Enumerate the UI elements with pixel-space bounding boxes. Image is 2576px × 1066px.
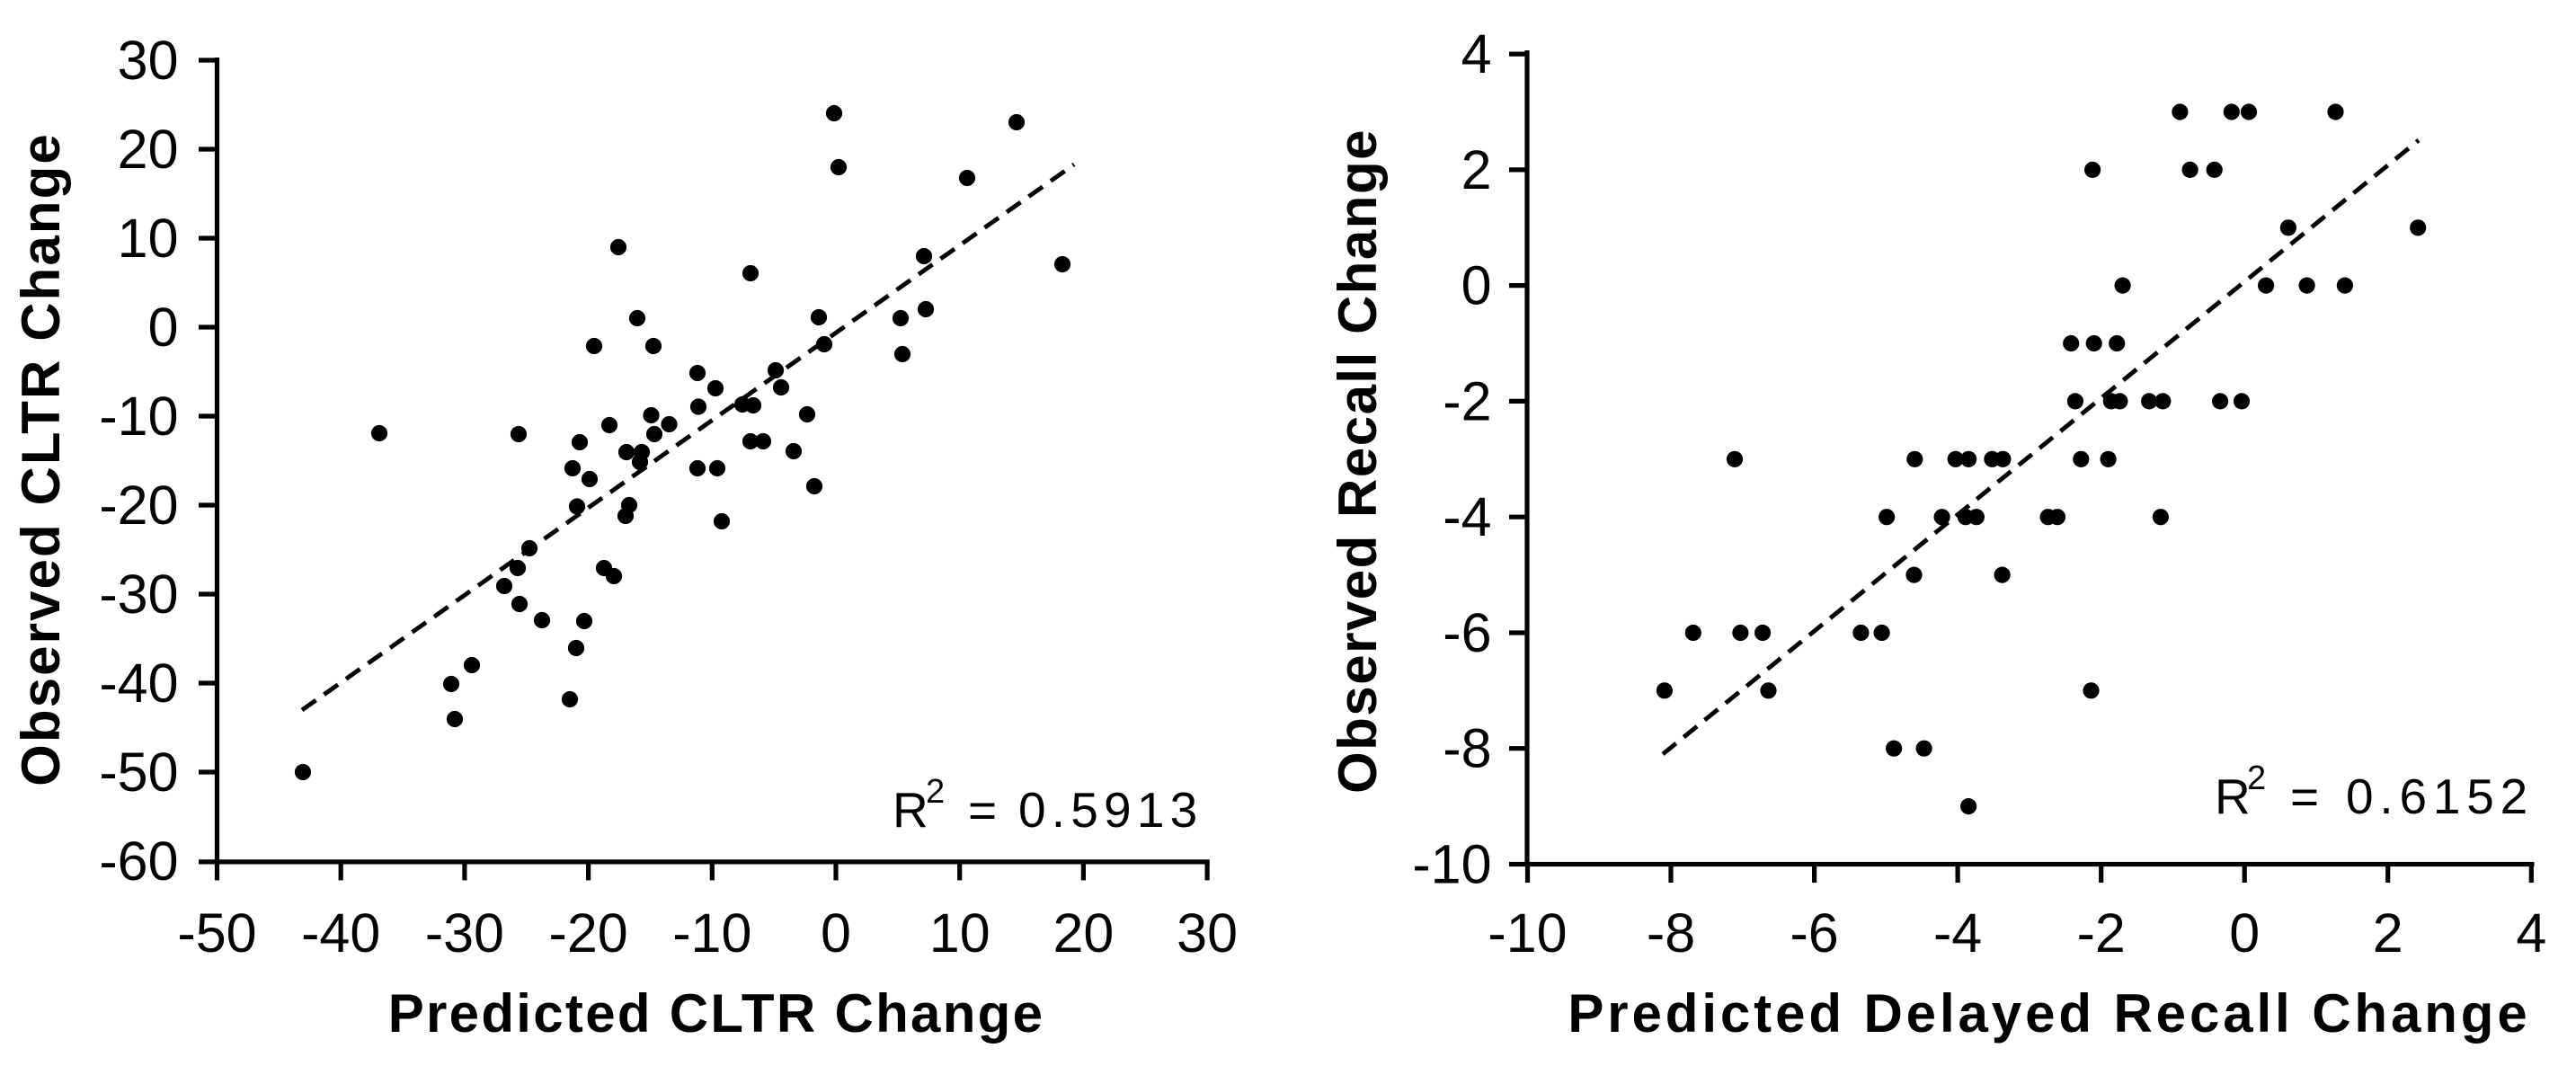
svg-text:-6: -6 bbox=[1443, 602, 1491, 663]
svg-text:-8: -8 bbox=[1443, 718, 1491, 779]
svg-text:-8: -8 bbox=[1647, 902, 1695, 964]
svg-text:-10: -10 bbox=[672, 902, 751, 964]
svg-text:0: 0 bbox=[821, 902, 851, 964]
svg-text:-10: -10 bbox=[99, 386, 178, 447]
svg-text:-4: -4 bbox=[1443, 486, 1491, 547]
svg-text:2: 2 bbox=[926, 773, 945, 811]
svg-text:4: 4 bbox=[2516, 902, 2546, 964]
svg-text:30: 30 bbox=[118, 30, 179, 91]
svg-text:-60: -60 bbox=[99, 831, 178, 892]
svg-text:0.5913: 0.5913 bbox=[1018, 782, 1203, 838]
svg-text:-40: -40 bbox=[301, 902, 380, 964]
svg-text:R: R bbox=[2215, 768, 2251, 824]
svg-text:2: 2 bbox=[1461, 139, 1492, 200]
svg-text:Observed CLTR Change: Observed CLTR Change bbox=[11, 132, 71, 786]
svg-text:0: 0 bbox=[1461, 255, 1492, 316]
svg-text:-6: -6 bbox=[1790, 902, 1838, 964]
svg-text:-50: -50 bbox=[177, 902, 256, 964]
svg-text:10: 10 bbox=[118, 208, 179, 269]
svg-text:-20: -20 bbox=[99, 475, 178, 536]
svg-text:=: = bbox=[968, 782, 997, 838]
svg-text:2: 2 bbox=[2247, 760, 2266, 797]
svg-text:-10: -10 bbox=[1412, 834, 1491, 895]
svg-text:30: 30 bbox=[1177, 902, 1238, 964]
svg-text:Observed Recall Change: Observed Recall Change bbox=[1328, 129, 1388, 794]
svg-text:=: = bbox=[2290, 768, 2319, 824]
svg-text:2: 2 bbox=[2373, 902, 2403, 964]
svg-text:10: 10 bbox=[929, 902, 990, 964]
svg-text:-2: -2 bbox=[2077, 902, 2126, 964]
svg-text:Predicted CLTR Change: Predicted CLTR Change bbox=[388, 983, 1045, 1044]
svg-text:0: 0 bbox=[148, 297, 179, 358]
svg-text:20: 20 bbox=[1053, 902, 1114, 964]
svg-text:-2: -2 bbox=[1443, 370, 1491, 431]
svg-text:Predicted Delayed Recall Chang: Predicted Delayed Recall Change bbox=[1568, 983, 2530, 1044]
svg-text:20: 20 bbox=[118, 119, 179, 180]
svg-text:-50: -50 bbox=[99, 742, 178, 803]
svg-text:-30: -30 bbox=[425, 902, 504, 964]
svg-text:-20: -20 bbox=[549, 902, 628, 964]
svg-text:4: 4 bbox=[1461, 23, 1492, 84]
svg-text:0: 0 bbox=[2229, 902, 2260, 964]
svg-text:R: R bbox=[893, 782, 928, 838]
svg-text:0.6152: 0.6152 bbox=[2346, 768, 2534, 824]
svg-text:-30: -30 bbox=[99, 564, 178, 625]
svg-text:-40: -40 bbox=[99, 653, 178, 714]
svg-text:-10: -10 bbox=[1488, 902, 1567, 964]
svg-text:-4: -4 bbox=[1933, 902, 1982, 964]
